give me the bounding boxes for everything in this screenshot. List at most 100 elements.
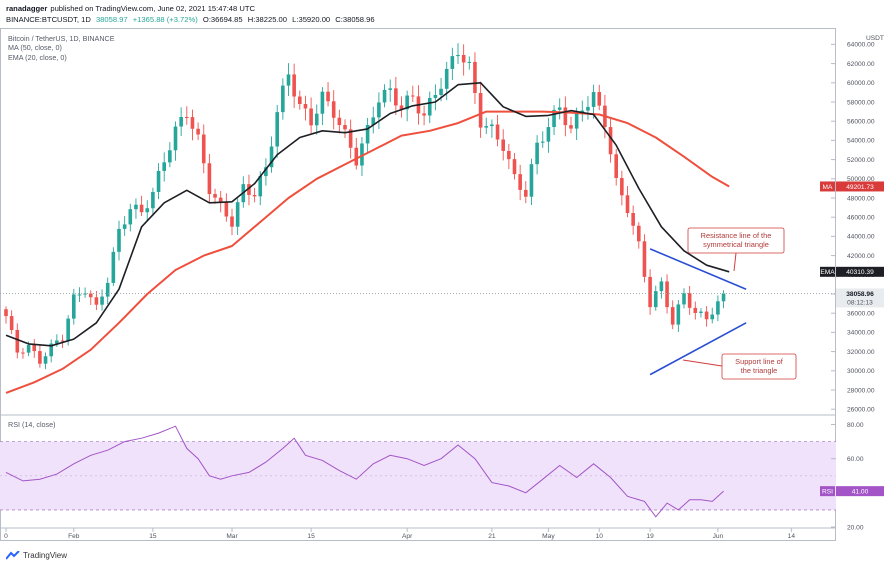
price-tick-label: 58000.00	[847, 99, 875, 106]
candle	[478, 81, 483, 138]
price-tick-label: 44000.00	[847, 234, 875, 241]
chart-header: ranadagger published on TradingView.com, …	[0, 0, 890, 28]
candle	[631, 205, 635, 235]
candle	[337, 109, 342, 134]
annotation-text: the triangle	[741, 366, 778, 375]
candle-body	[433, 95, 438, 98]
candle-body	[83, 293, 87, 295]
candle-body	[670, 307, 675, 325]
candle	[569, 116, 573, 134]
candle-body	[388, 88, 392, 90]
candle-body	[281, 85, 285, 113]
candle	[580, 100, 585, 122]
candle-body	[275, 112, 279, 147]
brand-name: TradingView	[23, 551, 68, 560]
candle	[524, 181, 528, 204]
candle-body	[207, 163, 212, 195]
candle	[60, 334, 65, 348]
candle-body	[94, 297, 99, 305]
candle	[303, 95, 308, 121]
annotation-pointer	[733, 252, 737, 272]
candle-body	[360, 143, 364, 166]
candle-body	[620, 177, 624, 196]
candle-body	[264, 167, 268, 177]
candle	[620, 170, 624, 206]
candle-body	[377, 102, 381, 118]
candle	[518, 164, 522, 201]
trendlines[interactable]	[649, 248, 747, 376]
candle-body	[128, 209, 133, 225]
low-value: L:35920.00	[292, 15, 331, 24]
price-tick-label: 56000.00	[847, 119, 875, 126]
candle-body	[512, 159, 517, 175]
candle	[687, 285, 692, 315]
candle-body	[303, 104, 308, 109]
close-value: C:38058.96	[335, 15, 375, 24]
candle-body	[331, 101, 336, 118]
candle-body	[371, 117, 376, 126]
legend-ema[interactable]: EMA (20, close, 0)	[8, 52, 67, 62]
rsi-tag-label-box	[820, 486, 835, 497]
price-tick-label: 54000.00	[847, 138, 875, 145]
candle-body	[382, 89, 387, 103]
candle-body	[168, 150, 172, 163]
candle	[314, 104, 319, 135]
candle	[591, 84, 596, 119]
time-tick-label: 14	[788, 533, 796, 540]
candle-body	[535, 142, 539, 165]
candle	[173, 121, 178, 161]
candle-body	[122, 224, 127, 229]
rsi-legend[interactable]: RSI (14, close)	[8, 420, 56, 429]
price-change: +1365.88 (+3.72%)	[132, 15, 198, 24]
last-price: 38058.97	[95, 15, 128, 24]
rsi-tag-label: RSI	[822, 488, 833, 495]
candle	[411, 85, 415, 102]
candle-body	[687, 293, 692, 308]
candle-body	[467, 61, 472, 63]
candle-body	[456, 54, 460, 57]
candle	[21, 347, 25, 359]
candle-body	[699, 311, 703, 313]
legend-ma[interactable]: MA (50, close, 0)	[8, 43, 62, 53]
candle-body	[676, 304, 681, 325]
candle	[529, 158, 534, 206]
resistance-trendline	[649, 248, 747, 290]
tradingview-logo[interactable]: TradingView	[6, 551, 67, 560]
candle	[456, 43, 460, 64]
candle	[535, 135, 539, 175]
candle	[495, 114, 500, 147]
candle-body	[286, 74, 291, 86]
candle-body	[9, 316, 14, 330]
candle-body	[461, 54, 466, 63]
chart-frame	[0, 28, 836, 541]
rsi-tick-label: 80.00	[847, 422, 864, 429]
candle	[614, 148, 618, 186]
symbol-label: BINANCE:BTCUSDT, 1D	[6, 15, 91, 24]
candle	[201, 124, 206, 174]
price-tag-box	[836, 288, 884, 308]
candle	[298, 90, 302, 110]
price-tick-label: 48000.00	[847, 195, 875, 202]
candle	[309, 97, 313, 134]
candle-body	[354, 147, 359, 166]
candle-body	[196, 128, 200, 135]
candle-body	[66, 318, 70, 341]
candle	[597, 84, 602, 111]
ema20-line	[5, 82, 730, 347]
candle-body	[411, 95, 415, 97]
candle-body	[111, 251, 116, 283]
candle-body	[100, 296, 104, 305]
candle	[461, 44, 466, 76]
candle	[32, 339, 37, 358]
annotation-text: Support line of	[735, 357, 784, 366]
candle	[111, 247, 116, 287]
candle-body	[399, 105, 404, 110]
candle	[343, 119, 347, 139]
candle	[326, 82, 330, 107]
candle	[286, 63, 291, 97]
candle-body	[179, 117, 183, 127]
candle-body	[546, 127, 551, 142]
